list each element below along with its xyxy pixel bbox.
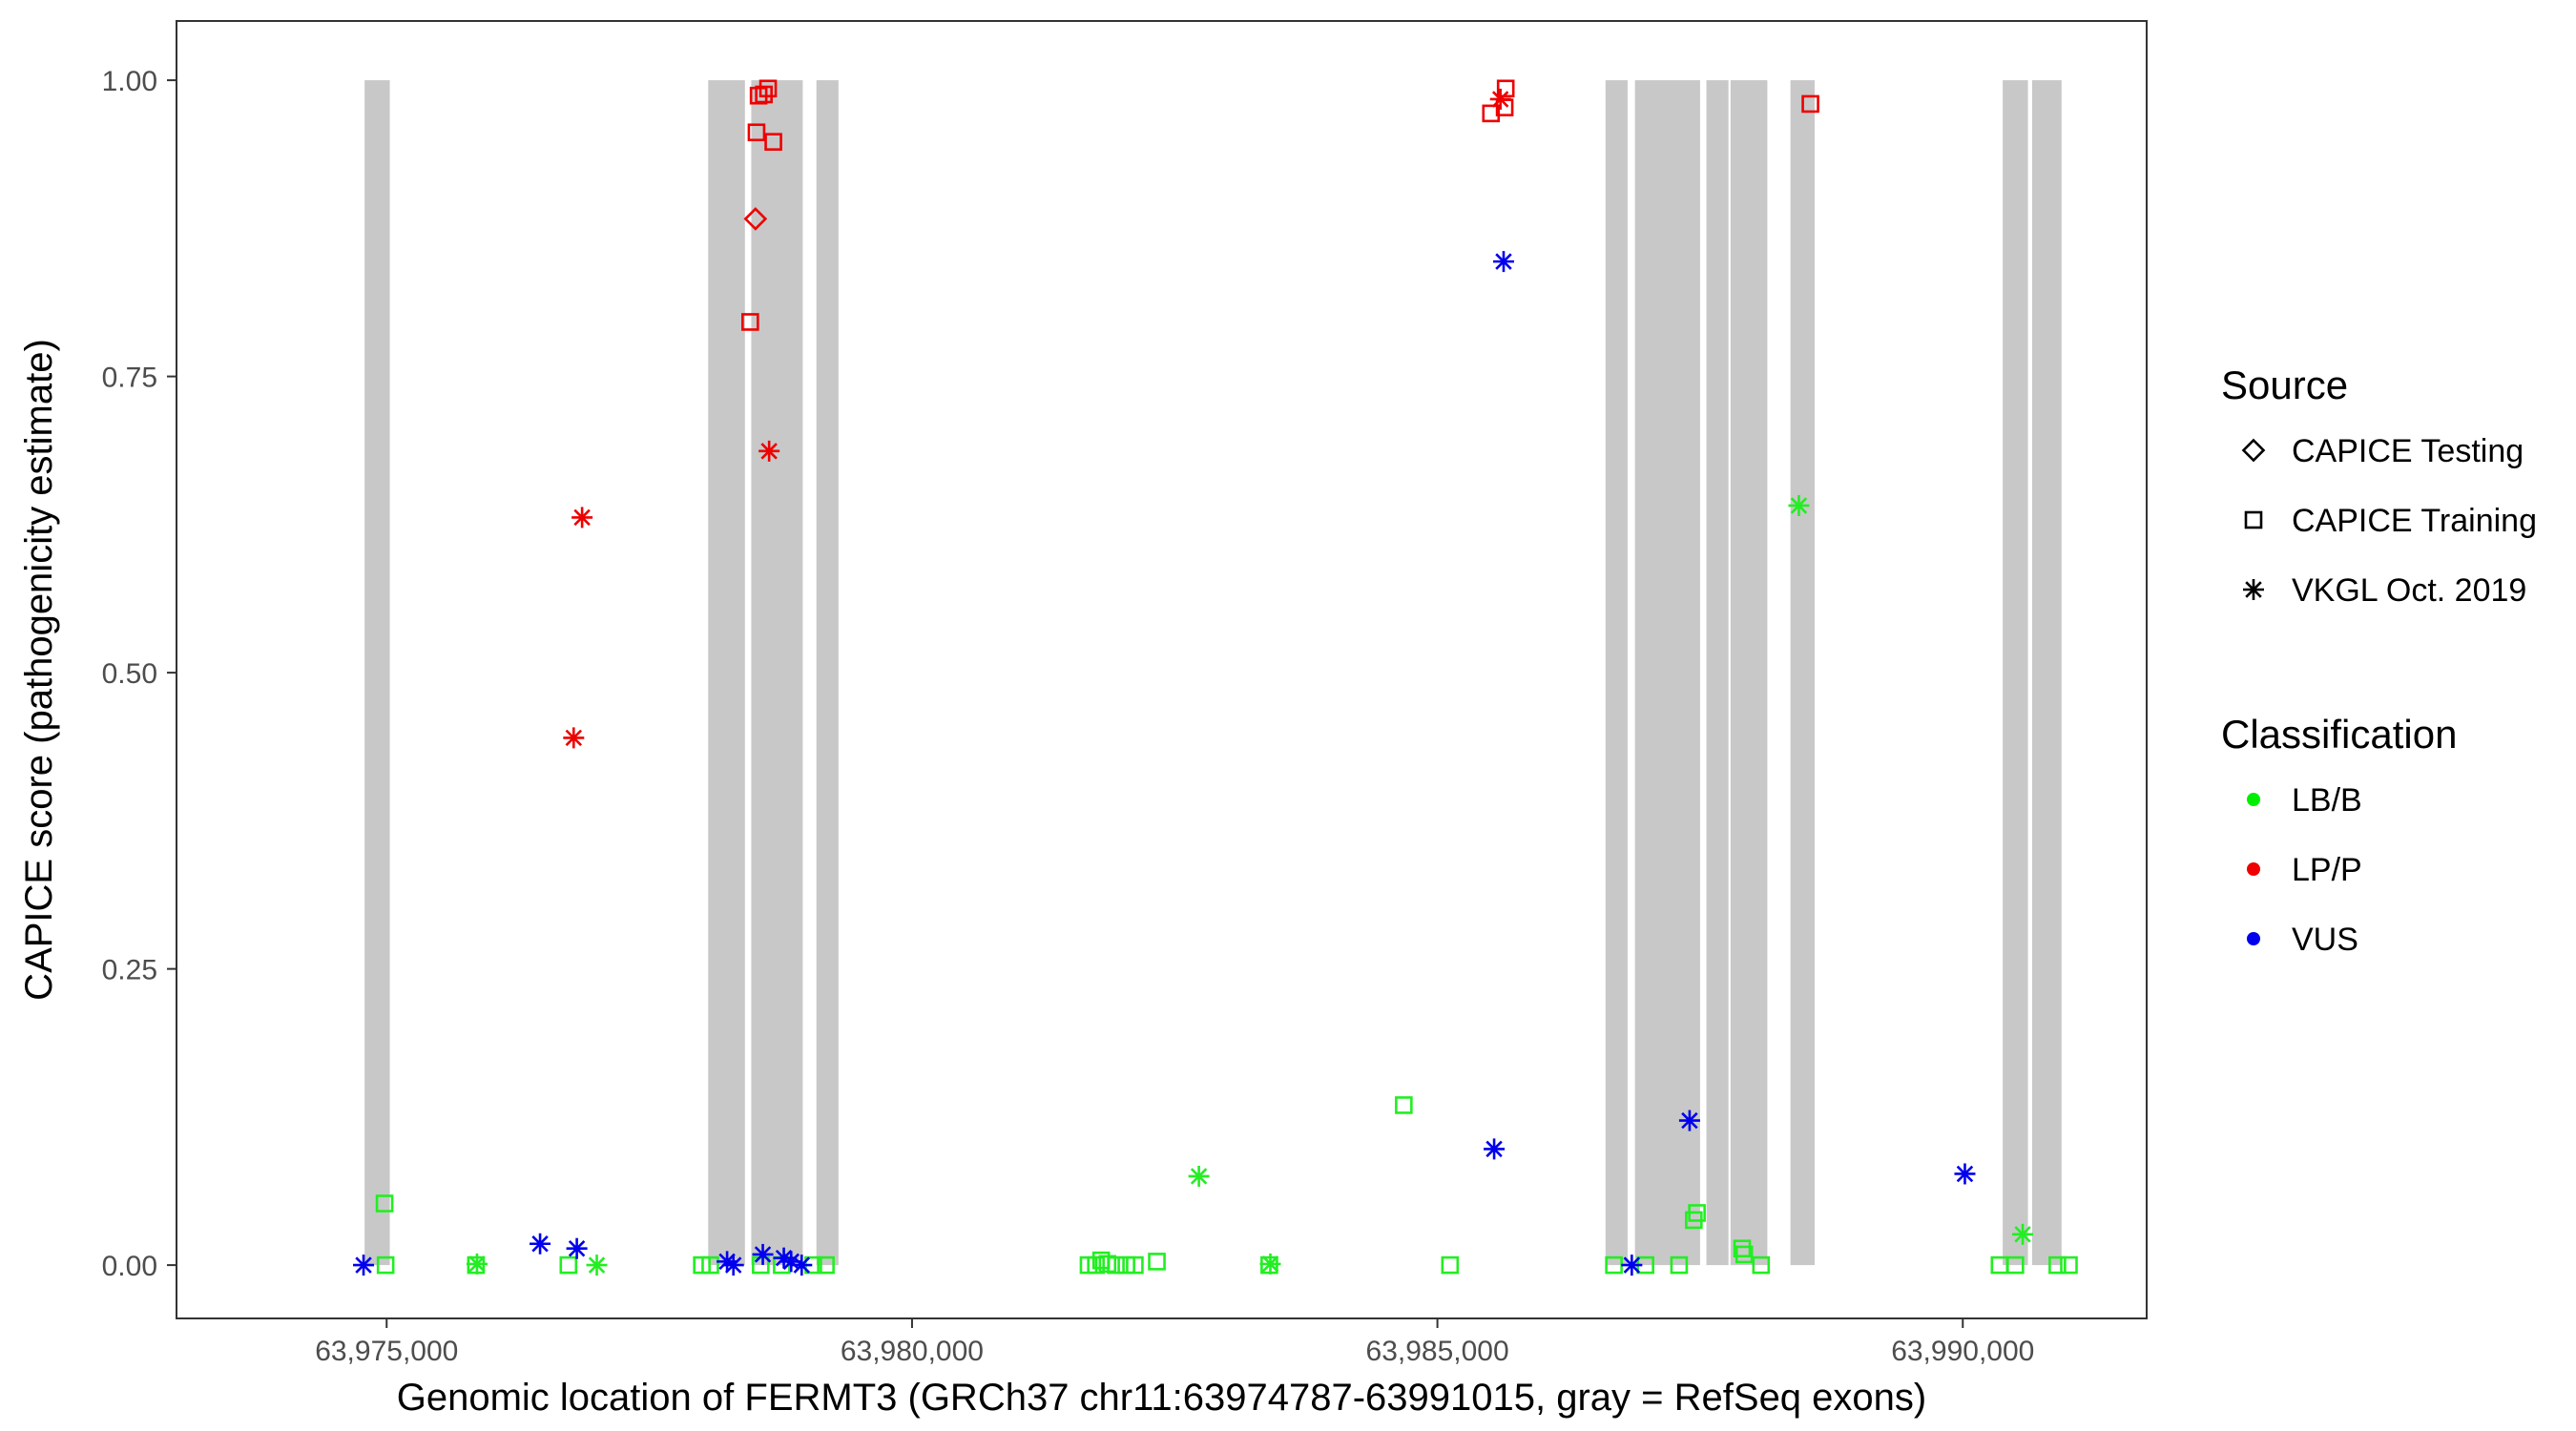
exon-band-5 (1605, 80, 1628, 1266)
data-point (1752, 1255, 1771, 1275)
exon-band-9 (1790, 80, 1815, 1266)
data-point (1395, 1096, 1413, 1114)
data-point (701, 1255, 719, 1275)
data-point (764, 133, 782, 151)
data-point (571, 507, 593, 529)
data-point (466, 1253, 488, 1275)
data-point (2048, 1255, 2067, 1275)
x-axis-title: Genomic location of FERMT3 (GRCh37 chr11… (397, 1377, 1926, 1419)
exon-band-7 (1706, 80, 1729, 1266)
data-point (1484, 1138, 1506, 1160)
data-point (1492, 251, 1514, 273)
plot-panel-border (176, 20, 2148, 1319)
data-point (1441, 1255, 1460, 1275)
data-point (1688, 1204, 1706, 1222)
data-point (559, 1255, 578, 1275)
legend-label: LB/B (2292, 782, 2362, 819)
exon-bands (364, 80, 2062, 1266)
legend-label: VUS (2292, 922, 2358, 958)
data-point (1788, 494, 1810, 516)
y-tick-label: 0.50 (102, 658, 157, 690)
data-point (747, 123, 766, 142)
data-point (1621, 1255, 1643, 1276)
y-axis: 0.00 0.25 0.50 0.75 1.00 (102, 66, 177, 1282)
data-point (1087, 1255, 1105, 1275)
exon-band-4 (816, 80, 839, 1266)
data-point (1259, 1253, 1281, 1275)
legend: Source Classification CAPICE Testing CAPI… (2221, 363, 2537, 958)
data-point (2012, 1223, 2034, 1245)
data-point (1678, 1110, 1700, 1131)
y-tick-label: 0.75 (102, 363, 157, 394)
data-point (376, 1255, 395, 1275)
data-point (1733, 1239, 1752, 1258)
exon-band-2 (708, 80, 745, 1266)
data-point (755, 85, 773, 104)
x-tick-label: 63,990,000 (1891, 1336, 2034, 1367)
legend-classification-title: Classification (2221, 712, 2457, 757)
data-point (530, 1233, 551, 1255)
data-point (563, 727, 585, 749)
legend-label: VKGL Oct. 2019 (2292, 572, 2526, 609)
legend-key-dot (2247, 862, 2260, 876)
x-tick-label: 63,975,000 (315, 1336, 458, 1367)
data-point (1801, 94, 1819, 114)
data-point (741, 313, 759, 331)
data-point (2006, 1255, 2025, 1275)
data-point (375, 1194, 394, 1213)
data-point (722, 1255, 744, 1276)
data-point (1954, 1163, 1976, 1185)
legend-key-dot (2247, 793, 2260, 806)
legend-key-dot (2247, 932, 2260, 945)
legend-key-asterisk (2243, 579, 2264, 600)
data-point (1188, 1165, 1210, 1187)
data-point (1670, 1255, 1689, 1275)
data-point (1126, 1255, 1144, 1275)
legend-key-diamond (2241, 438, 2266, 463)
data-point (1735, 1245, 1754, 1264)
y-axis-title: CAPICE score (pathogenicity estimate) (18, 339, 60, 1001)
legend-label: CAPICE Testing (2292, 433, 2524, 469)
data-point (1107, 1255, 1125, 1275)
x-axis: 63,975,000 63,980,000 63,985,000 63,990,000 (315, 1318, 2034, 1367)
legend-label: LP/P (2292, 852, 2362, 888)
x-tick-label: 63,985,000 (1366, 1336, 1509, 1367)
exon-band-10 (2003, 80, 2028, 1266)
data-point (2060, 1255, 2078, 1275)
data-point (353, 1255, 375, 1276)
data-point (791, 1255, 813, 1276)
data-point (743, 207, 768, 231)
legend-key-square (2244, 510, 2263, 529)
exon-band-1 (364, 80, 390, 1266)
data-points (353, 79, 2078, 1276)
data-point (1482, 104, 1501, 123)
x-tick-label: 63,980,000 (841, 1336, 984, 1367)
exon-band-8 (1730, 80, 1768, 1266)
exon-band-6 (1634, 80, 1700, 1266)
y-tick-label: 1.00 (102, 66, 157, 97)
exon-band-11 (2031, 80, 2062, 1266)
legend-source-title: Source (2221, 363, 2348, 407)
data-point (566, 1237, 588, 1259)
data-point (586, 1255, 608, 1276)
data-point (758, 79, 778, 98)
y-tick-label: 0.25 (102, 955, 157, 986)
data-point (1496, 79, 1515, 98)
data-point (752, 1243, 774, 1265)
legend-label: CAPICE Training (2292, 503, 2537, 539)
exon-band-3 (751, 80, 803, 1266)
data-point (758, 440, 780, 462)
data-point (1148, 1253, 1166, 1271)
data-point (817, 1255, 835, 1275)
y-tick-label: 0.00 (102, 1251, 157, 1282)
data-point (1495, 98, 1514, 116)
